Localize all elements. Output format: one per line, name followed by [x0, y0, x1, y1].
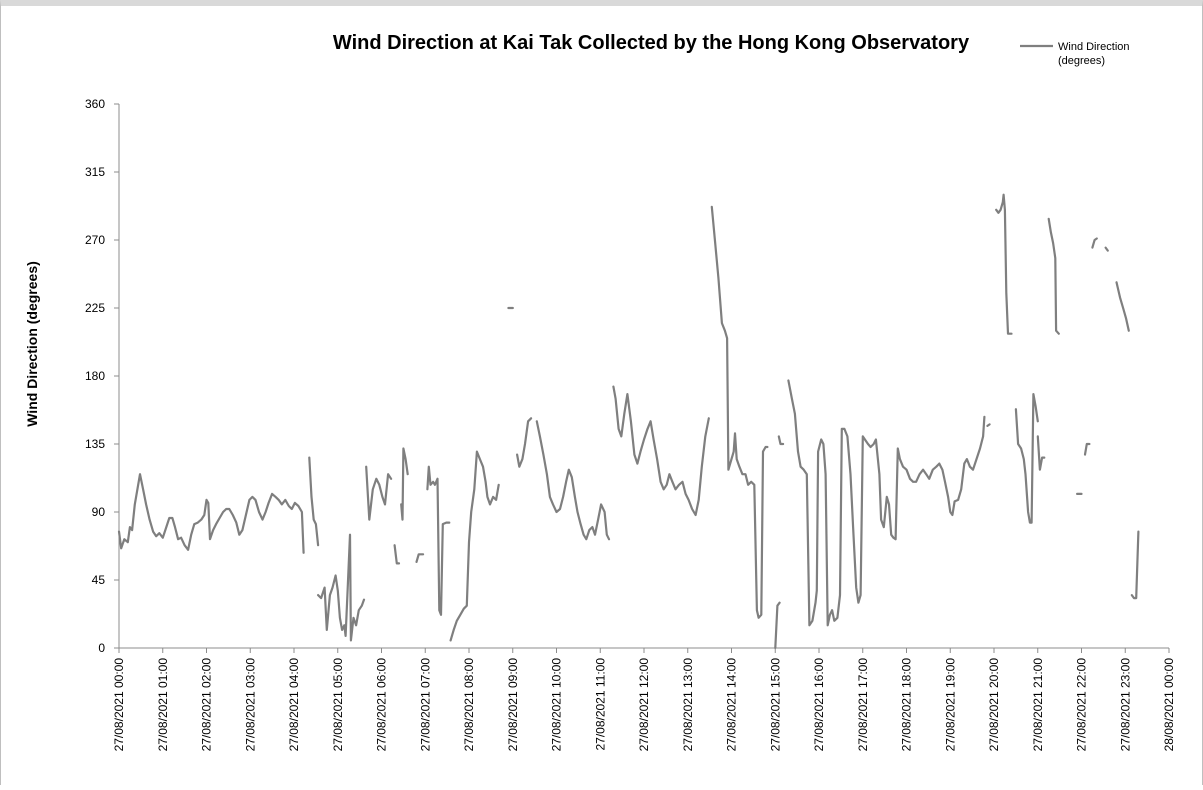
y-tick-label: 315 — [85, 165, 105, 179]
series-line-segment — [535, 420, 611, 541]
series-line-segment — [1091, 237, 1098, 249]
series-line-segment — [1104, 246, 1109, 252]
x-tick-label: 27/08/2021 00:00 — [112, 658, 126, 752]
series-line-segment — [393, 544, 401, 565]
line-chart: Wind Direction at Kai Tak Collected by t… — [24, 32, 1176, 752]
chart-title: Wind Direction at Kai Tak Collected by t… — [333, 32, 970, 54]
x-tick-label: 27/08/2021 11:00 — [593, 658, 607, 751]
series-line-segment — [1014, 393, 1039, 524]
series-line-segment — [1130, 530, 1140, 600]
series-line-segment — [400, 447, 409, 521]
y-tick-label: 180 — [85, 369, 105, 383]
x-axis: 27/08/2021 00:00 27/08/2021 01:00 27/08/20… — [112, 647, 1176, 752]
x-tick-label: 27/08/2021 13:00 — [681, 658, 695, 752]
series-line-segment — [449, 450, 500, 642]
x-tick-label: 27/08/2021 04:00 — [287, 658, 301, 752]
legend-label: Wind Direction (degrees) — [1058, 41, 1130, 67]
series-line-segment — [1036, 435, 1046, 471]
series-line-segment — [612, 385, 710, 517]
x-tick-label: 27/08/2021 01:00 — [156, 658, 170, 752]
y-tick-label: 360 — [85, 97, 105, 111]
x-tick-label: 27/08/2021 07:00 — [418, 658, 432, 752]
y-tick-label: 135 — [85, 437, 105, 451]
y-tick-label: 45 — [92, 573, 106, 587]
series-line-segment — [415, 553, 425, 563]
x-tick-label: 27/08/2021 20:00 — [987, 658, 1001, 752]
series-line-segment — [1115, 281, 1130, 332]
series-line-segment — [710, 205, 769, 619]
series-line-segment — [516, 417, 533, 468]
series-line-segment — [1047, 217, 1060, 335]
legend: Wind Direction (degrees) — [1020, 41, 1130, 67]
x-tick-label: 27/08/2021 02:00 — [200, 658, 214, 752]
plot-area — [117, 193, 1140, 650]
x-tick-label: 27/08/2021 22:00 — [1075, 658, 1089, 752]
series-line-segment — [986, 423, 991, 427]
y-tick-label: 225 — [85, 301, 105, 315]
series-line-segment — [426, 465, 451, 616]
x-tick-label: 27/08/2021 19:00 — [943, 658, 957, 752]
series-line-segment — [787, 379, 986, 627]
x-tick-label: 27/08/2021 03:00 — [243, 658, 257, 752]
series-line-segment — [995, 193, 1013, 335]
y-axis-label: Wind Direction (degrees) — [24, 261, 40, 427]
x-tick-label: 27/08/2021 23:00 — [1118, 658, 1132, 752]
series-line-segment — [365, 465, 393, 521]
x-tick-label: 27/08/2021 12:00 — [637, 658, 651, 752]
x-tick-label: 27/08/2021 05:00 — [331, 658, 345, 752]
x-tick-label: 27/08/2021 14:00 — [725, 658, 739, 752]
series-line-segment — [317, 533, 366, 642]
y-tick-label: 90 — [92, 505, 106, 519]
x-tick-label: 27/08/2021 08:00 — [462, 658, 476, 752]
x-tick-label: 27/08/2021 06:00 — [375, 658, 389, 752]
x-tick-label: 27/08/2021 09:00 — [506, 658, 520, 752]
x-tick-label: 27/08/2021 18:00 — [900, 658, 914, 752]
series-line-segment — [774, 601, 781, 650]
y-axis: 0 45 90 135 180 225 270 315 360 — [85, 97, 120, 655]
series-line-segment — [1083, 442, 1091, 456]
x-tick-label: 27/08/2021 16:00 — [812, 658, 826, 752]
series-line-segment — [777, 435, 785, 446]
y-tick-label: 270 — [85, 233, 105, 247]
series-line-segment — [117, 473, 305, 554]
x-tick-label: 27/08/2021 15:00 — [768, 658, 782, 752]
y-tick-label: 0 — [98, 641, 105, 655]
series-line-segment — [308, 456, 320, 547]
x-tick-label: 28/08/2021 00:00 — [1162, 658, 1176, 752]
x-tick-label: 27/08/2021 21:00 — [1031, 658, 1045, 752]
x-tick-label: 27/08/2021 10:00 — [550, 658, 564, 752]
x-tick-label: 27/08/2021 17:00 — [856, 658, 870, 752]
